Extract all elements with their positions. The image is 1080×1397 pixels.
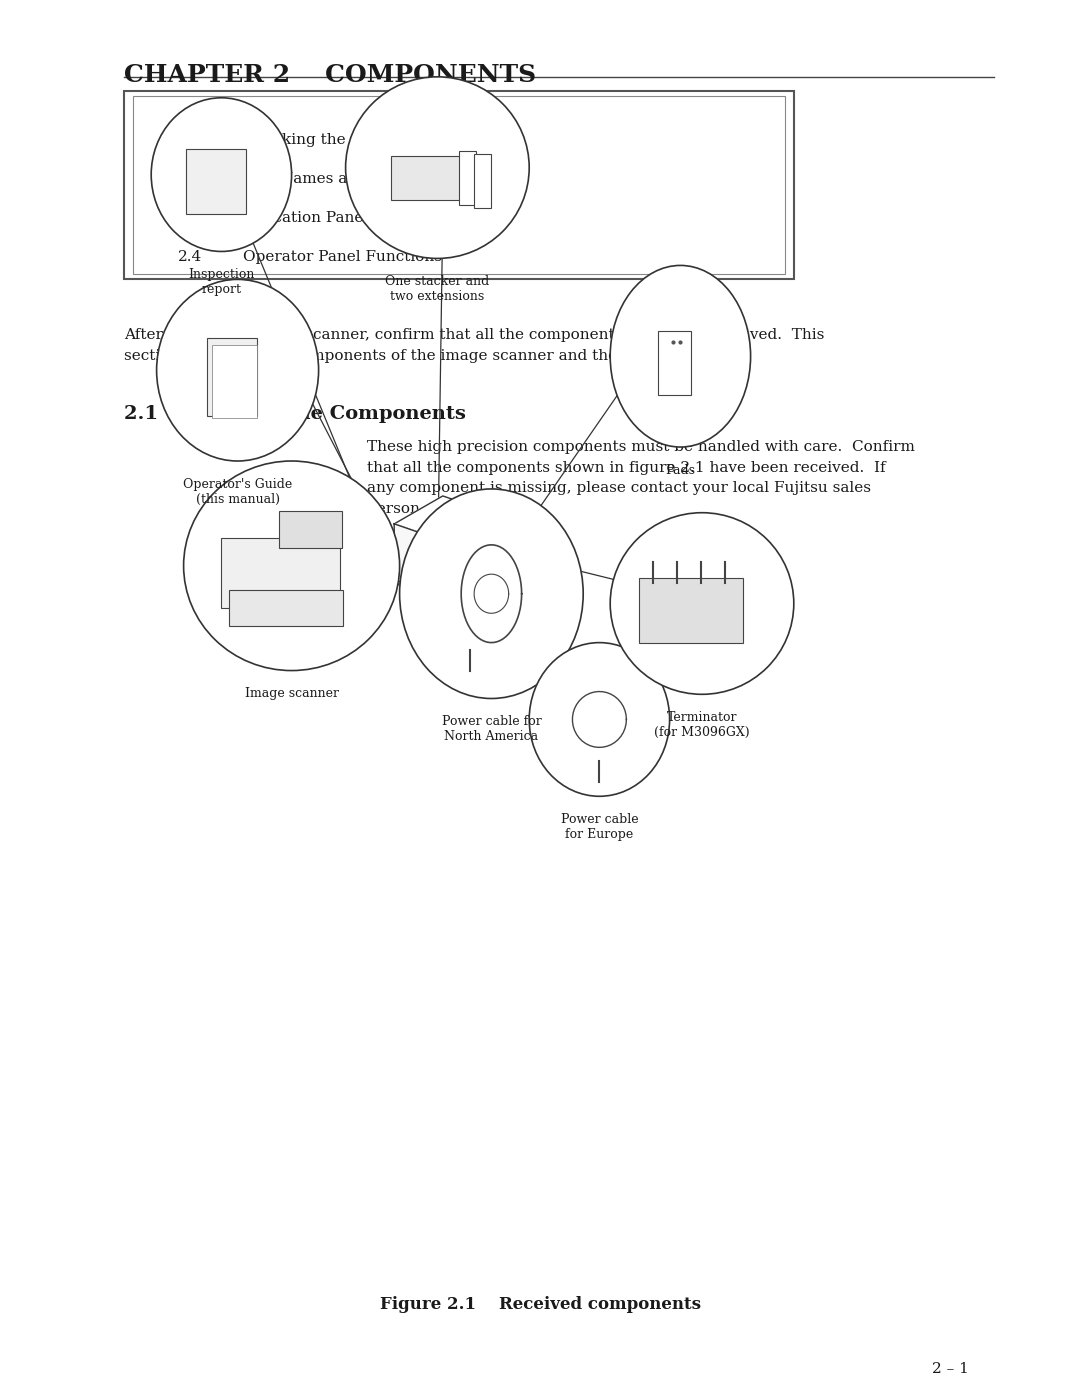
FancyBboxPatch shape	[474, 154, 491, 208]
Ellipse shape	[529, 643, 670, 796]
Text: CHAPTER 2    COMPONENTS: CHAPTER 2 COMPONENTS	[124, 63, 537, 87]
Text: 2.1   Checking the Components: 2.1 Checking the Components	[124, 405, 467, 423]
Text: 2.3: 2.3	[178, 211, 202, 225]
Text: Part Names and Functions: Part Names and Functions	[243, 172, 448, 186]
Text: After unpacking image scanner, confirm that all the components have been receive: After unpacking image scanner, confirm t…	[124, 328, 824, 363]
Ellipse shape	[610, 513, 794, 694]
FancyBboxPatch shape	[124, 91, 794, 279]
Text: Operator Panel Functions: Operator Panel Functions	[243, 250, 442, 264]
Text: Power cable
for Europe: Power cable for Europe	[561, 813, 638, 841]
Text: 2 – 1: 2 – 1	[932, 1362, 969, 1376]
Ellipse shape	[346, 77, 529, 258]
Text: These high precision components must be handled with care.  Confirm
that all the: These high precision components must be …	[367, 440, 915, 515]
FancyBboxPatch shape	[186, 149, 246, 214]
FancyBboxPatch shape	[639, 578, 743, 643]
FancyBboxPatch shape	[207, 338, 257, 416]
Text: Pads: Pads	[665, 464, 696, 476]
Ellipse shape	[157, 279, 319, 461]
FancyBboxPatch shape	[459, 151, 476, 205]
Ellipse shape	[400, 489, 583, 698]
FancyBboxPatch shape	[221, 538, 340, 608]
Ellipse shape	[151, 98, 292, 251]
Text: Terminator
(for M3096GX): Terminator (for M3096GX)	[654, 711, 750, 739]
Text: Operator's Guide
(this manual): Operator's Guide (this manual)	[183, 478, 293, 506]
Polygon shape	[394, 496, 524, 552]
Text: Checking the Components: Checking the Components	[243, 133, 447, 147]
FancyBboxPatch shape	[229, 590, 343, 626]
Polygon shape	[394, 524, 475, 608]
Text: Indication Panel Functions: Indication Panel Functions	[243, 211, 449, 225]
Text: 2.4: 2.4	[178, 250, 202, 264]
FancyBboxPatch shape	[391, 156, 462, 200]
Ellipse shape	[610, 265, 751, 447]
Text: Power cable for
North America: Power cable for North America	[442, 715, 541, 743]
Polygon shape	[475, 524, 524, 608]
Text: Image scanner: Image scanner	[244, 687, 339, 700]
FancyBboxPatch shape	[133, 96, 785, 274]
Ellipse shape	[184, 461, 400, 671]
Text: Inspection
report: Inspection report	[188, 268, 255, 296]
FancyBboxPatch shape	[279, 511, 342, 548]
Text: 2.2: 2.2	[178, 172, 202, 186]
FancyBboxPatch shape	[212, 345, 257, 418]
Text: Figure 2.1    Received components: Figure 2.1 Received components	[379, 1296, 701, 1313]
FancyBboxPatch shape	[658, 331, 691, 395]
Text: One stacker and
two extensions: One stacker and two extensions	[386, 275, 489, 303]
Text: 2.1: 2.1	[178, 133, 202, 147]
